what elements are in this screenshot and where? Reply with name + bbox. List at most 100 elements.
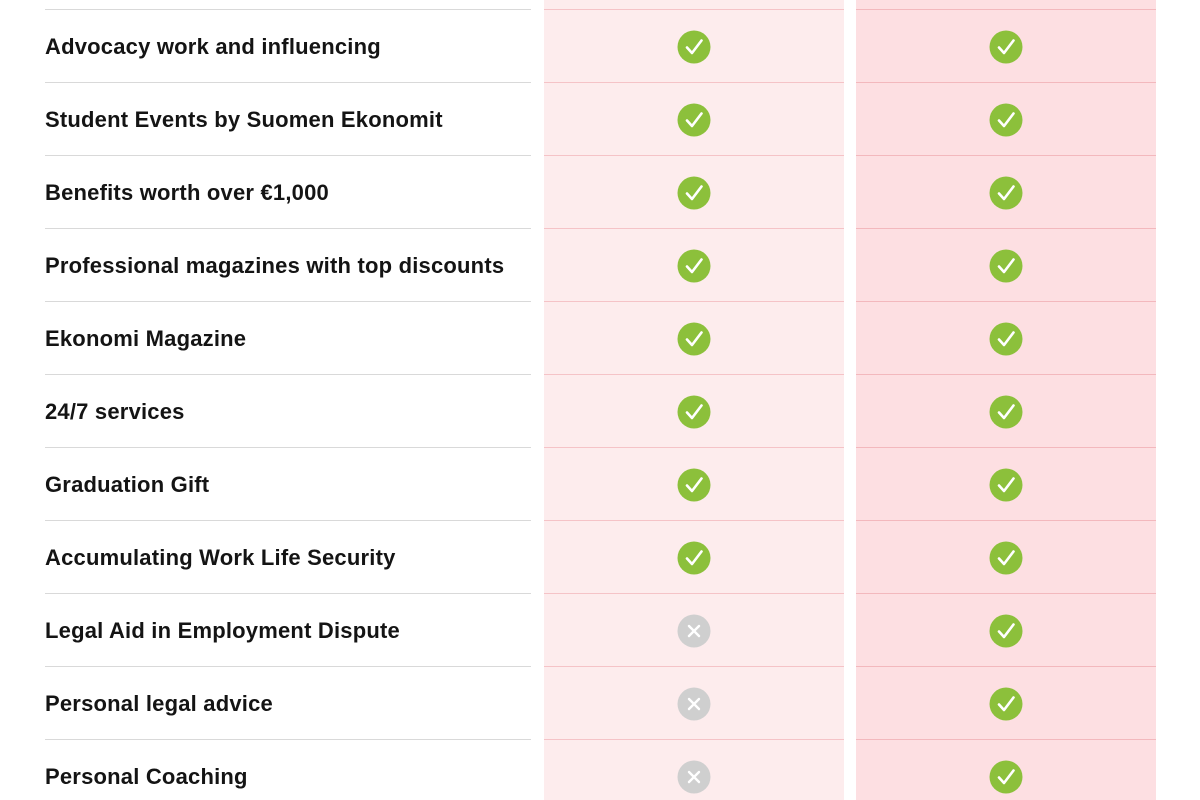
feature-label: Benefits worth over €1,000	[45, 180, 329, 205]
row-divider	[544, 520, 844, 521]
row-divider	[856, 374, 1156, 375]
feature-label: Personal legal advice	[45, 691, 273, 716]
cross-icon	[677, 687, 711, 720]
column-2-cell	[856, 302, 1156, 375]
table-row: Graduation Gift	[0, 448, 1200, 521]
row-divider	[856, 228, 1156, 229]
row-divider	[856, 301, 1156, 302]
check-icon	[677, 249, 711, 282]
column-2-cell	[856, 740, 1156, 800]
table-row: Accumulating Work Life Security	[0, 521, 1200, 594]
row-divider	[544, 155, 844, 156]
row-divider	[45, 155, 531, 156]
column-1-cell	[544, 83, 844, 156]
feature-label: Advocacy work and influencing	[45, 34, 381, 59]
check-icon	[989, 322, 1023, 355]
column-1-cell	[544, 740, 844, 800]
check-icon	[989, 176, 1023, 209]
row-divider	[45, 9, 531, 10]
check-icon	[677, 30, 711, 63]
row-divider	[45, 666, 531, 667]
column-1-cell	[544, 10, 844, 83]
column-1-cell	[544, 667, 844, 740]
table-row	[0, 0, 1200, 10]
row-divider	[45, 82, 531, 83]
check-icon	[989, 30, 1023, 63]
table-row: Student Events by Suomen Ekonomit	[0, 83, 1200, 156]
check-icon	[989, 395, 1023, 428]
feature-label: Accumulating Work Life Security	[45, 545, 396, 570]
feature-label: Ekonomi Magazine	[45, 326, 247, 351]
check-icon	[989, 249, 1023, 282]
check-icon	[677, 541, 711, 574]
row-divider	[544, 593, 844, 594]
row-divider	[544, 374, 844, 375]
feature-label: Graduation Gift	[45, 472, 210, 497]
table-row: Personal Coaching	[0, 740, 1200, 800]
column-2-cell	[856, 156, 1156, 229]
cross-icon	[677, 760, 711, 793]
column-1-cell	[544, 448, 844, 521]
row-divider	[544, 447, 844, 448]
row-divider	[856, 520, 1156, 521]
table-row: Legal Aid in Employment Dispute	[0, 594, 1200, 667]
column-2-cell	[856, 594, 1156, 667]
row-divider	[45, 447, 531, 448]
table-row: 24/7 services	[0, 375, 1200, 448]
table-row: Ekonomi Magazine	[0, 302, 1200, 375]
column-2-cell	[856, 448, 1156, 521]
row-divider	[544, 228, 844, 229]
row-divider	[544, 739, 844, 740]
table-row: Advocacy work and influencing	[0, 10, 1200, 83]
check-icon	[677, 322, 711, 355]
table-row: Professional magazines with top discount…	[0, 229, 1200, 302]
feature-label: Professional magazines with top discount…	[45, 253, 505, 278]
row-divider	[856, 447, 1156, 448]
column-2-cell	[856, 229, 1156, 302]
feature-label: Student Events by Suomen Ekonomit	[45, 107, 443, 132]
feature-label: Personal Coaching	[45, 764, 248, 789]
check-icon	[989, 468, 1023, 501]
check-icon	[677, 176, 711, 209]
row-divider	[856, 593, 1156, 594]
check-icon	[989, 103, 1023, 136]
row-divider	[45, 374, 531, 375]
table-row: Benefits worth over €1,000	[0, 156, 1200, 229]
row-divider	[544, 666, 844, 667]
column-2-cell	[856, 521, 1156, 594]
column-2-cell	[856, 10, 1156, 83]
check-icon	[989, 687, 1023, 720]
column-1-cell	[544, 594, 844, 667]
column-1-cell	[544, 302, 844, 375]
check-icon	[989, 541, 1023, 574]
column-1-cell	[544, 521, 844, 594]
row-divider	[544, 82, 844, 83]
feature-label: Legal Aid in Employment Dispute	[45, 618, 400, 643]
row-divider	[856, 82, 1156, 83]
row-divider	[856, 155, 1156, 156]
row-divider	[45, 593, 531, 594]
check-icon	[677, 103, 711, 136]
column-2-cell	[856, 375, 1156, 448]
column-2-cell	[856, 83, 1156, 156]
row-divider	[544, 9, 844, 10]
column-2-cell	[856, 667, 1156, 740]
cross-icon	[677, 614, 711, 647]
row-divider	[544, 301, 844, 302]
row-divider	[45, 520, 531, 521]
row-divider	[856, 9, 1156, 10]
table-row: Personal legal advice	[0, 667, 1200, 740]
check-icon	[677, 468, 711, 501]
row-divider	[45, 228, 531, 229]
row-divider	[45, 739, 531, 740]
column-1-cell	[544, 375, 844, 448]
column-1-cell	[544, 156, 844, 229]
row-divider	[856, 666, 1156, 667]
column-1-cell	[544, 229, 844, 302]
check-icon	[989, 760, 1023, 793]
feature-label: 24/7 services	[45, 399, 185, 424]
check-icon	[989, 614, 1023, 647]
row-divider	[856, 739, 1156, 740]
